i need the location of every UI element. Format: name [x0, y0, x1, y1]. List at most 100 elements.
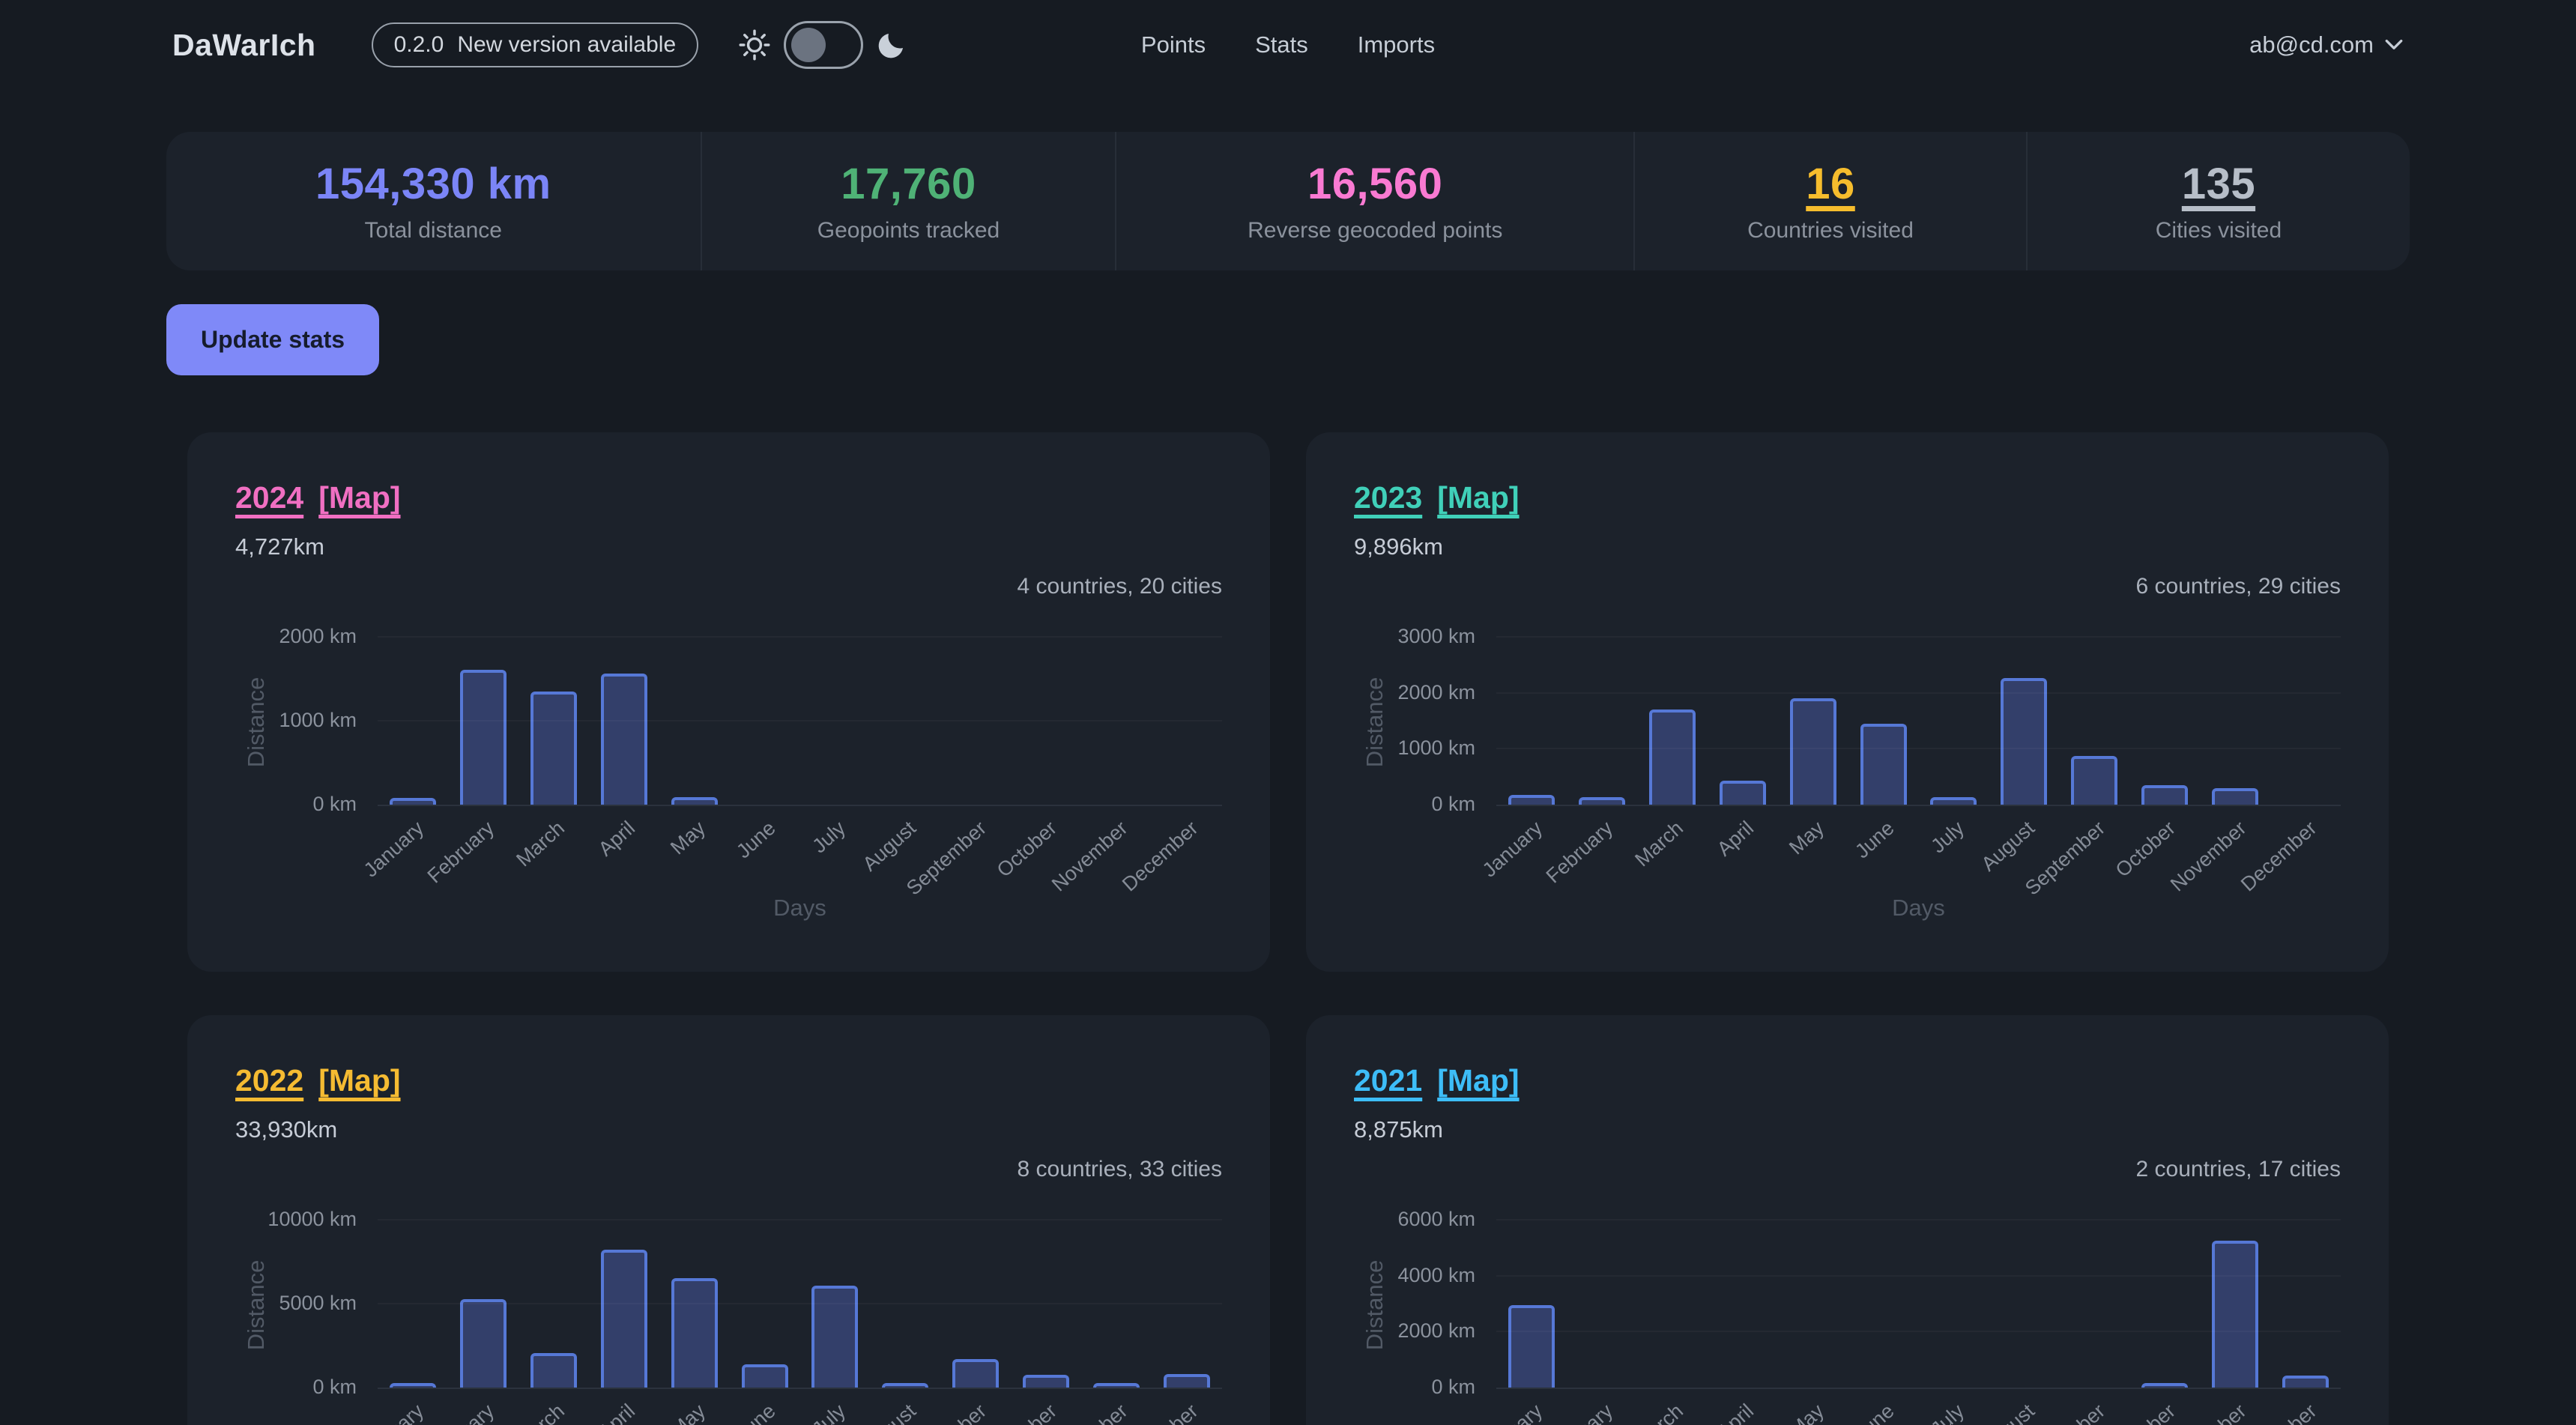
bar-slot — [1496, 1221, 1567, 1388]
bar-october — [2141, 785, 2189, 805]
stat-label: Cities visited — [2155, 218, 2282, 243]
bar-march — [530, 1353, 577, 1388]
y-tick-label: 2000 km — [1397, 1319, 1475, 1343]
bar-slot — [1778, 1221, 1848, 1388]
bar-slot — [1778, 638, 1848, 805]
version-badge[interactable]: 0.2.0 New version available — [371, 22, 699, 67]
x-tick: September — [902, 1389, 1011, 1425]
x-tick: March — [512, 1389, 589, 1425]
bar-slot — [2059, 638, 2129, 805]
x-tick: January — [360, 1389, 448, 1425]
bar-september — [952, 1359, 1000, 1388]
map-link-2024[interactable]: [Map] — [318, 480, 401, 515]
card-header: 2024 [Map] — [235, 480, 1222, 515]
y-tick-label: 6000 km — [1397, 1208, 1475, 1230]
map-link-2023[interactable]: [Map] — [1437, 480, 1520, 515]
x-tick: May — [659, 1389, 730, 1425]
bar-april — [600, 1250, 647, 1388]
bar-slot — [1989, 1221, 2059, 1388]
moon-icon — [878, 33, 904, 58]
map-link-2021[interactable]: [Map] — [1437, 1063, 1520, 1098]
year-card-2024: 2024 [Map] 4,727km 4 countries, 20 citie… — [187, 432, 1270, 972]
year-link-2023[interactable]: 2023 — [1354, 480, 1423, 515]
bar-slot — [1567, 1221, 1637, 1388]
x-tick: June — [730, 1389, 800, 1425]
update-stats-button[interactable]: Update stats — [166, 304, 380, 375]
x-tick: October — [993, 1389, 1081, 1425]
year-card-2022: 2022 [Map] 33,930km 8 countries, 33 citi… — [187, 1015, 1270, 1425]
x-tick-label: July — [1926, 817, 1969, 858]
year-link-2024[interactable]: 2024 — [235, 480, 304, 515]
y-tick-label: 3000 km — [1397, 625, 1475, 647]
year-distance: 4,727km — [235, 533, 324, 560]
x-tick: December — [2237, 806, 2341, 896]
year-card-2021: 2021 [Map] 8,875km 2 countries, 17 citie… — [1306, 1015, 2389, 1425]
x-tick: December — [1118, 806, 1222, 896]
bar-slot — [2200, 1221, 2270, 1388]
bar-slot — [448, 1221, 518, 1388]
stat-label: Total distance — [364, 218, 502, 243]
bar-slot — [1152, 1221, 1222, 1388]
plot — [1496, 638, 2341, 806]
year-cards-grid: 2024 [Map] 4,727km 4 countries, 20 citie… — [187, 432, 2389, 1425]
nav-item-stats[interactable]: Stats — [1255, 31, 1308, 58]
chart-plot-area: Distance 0 km 1000 km 2000 km 3000 km — [1354, 625, 2341, 815]
bar-slot — [1989, 638, 2059, 805]
y-tick-label: 5000 km — [279, 1292, 357, 1314]
x-tick: April — [1708, 1389, 1778, 1425]
y-axis: Distance 0 km 1000 km 2000 km — [235, 625, 378, 815]
stat-value: 154,330 km — [315, 160, 551, 208]
stat-geopoints-tracked: 17,760 Geopoints tracked — [700, 132, 1116, 270]
year-card-2023: 2023 [Map] 9,896km 6 countries, 29 citie… — [1306, 432, 2389, 972]
version-number: 0.2.0 — [393, 32, 444, 57]
x-tick: February — [1542, 806, 1637, 895]
user-menu[interactable]: ab@cd.com — [2249, 31, 2404, 58]
countries-visited-link[interactable]: 16 — [1806, 160, 1855, 208]
x-tick: May — [1778, 1389, 1848, 1425]
theme-toggle[interactable] — [784, 21, 864, 69]
x-tick: November — [2166, 1389, 2270, 1425]
bar-slot — [1637, 638, 1708, 805]
year-link-2021[interactable]: 2021 — [1354, 1063, 1423, 1098]
bar-slot — [940, 1221, 1011, 1388]
nav-item-imports[interactable]: Imports — [1357, 31, 1436, 58]
bar-slot — [870, 1221, 940, 1388]
x-axis-title: Days — [773, 895, 826, 921]
year-countries-cities: 6 countries, 29 cities — [2135, 574, 2341, 599]
x-tick: March — [1630, 806, 1708, 895]
gridline — [378, 720, 1222, 721]
y-tick-label: 0 km — [1431, 1376, 1475, 1398]
x-tick-label: January — [1478, 1400, 1547, 1425]
plot — [1496, 1221, 2341, 1389]
card-header: 2021 [Map] — [1354, 1063, 2341, 1098]
x-tick-label: March — [1630, 817, 1687, 871]
x-tick-label: January — [360, 1400, 429, 1425]
bar-february — [459, 670, 507, 805]
nav-item-points[interactable]: Points — [1140, 31, 1206, 58]
map-link-2022[interactable]: [Map] — [318, 1063, 401, 1098]
bar-september — [2071, 756, 2118, 805]
bar-slot — [1919, 1221, 1989, 1388]
y-tick-label: 0 km — [312, 793, 357, 815]
gridline — [1496, 692, 2341, 694]
year-countries-cities: 8 countries, 33 cities — [1017, 1157, 1222, 1182]
cities-visited-link[interactable]: 135 — [2181, 160, 2256, 208]
bar-slot — [870, 638, 940, 805]
y-axis-title: Distance — [243, 677, 269, 768]
x-tick: February — [423, 806, 518, 895]
bar-slot — [1081, 638, 1152, 805]
year-link-2022[interactable]: 2022 — [235, 1063, 304, 1098]
x-tick: March — [1630, 1389, 1708, 1425]
stats-summary-row: 154,330 km Total distance 17,760 Geopoin… — [166, 132, 2410, 270]
bar-january — [389, 798, 436, 805]
stat-label: Reverse geocoded points — [1248, 218, 1503, 243]
y-tick-label: 0 km — [312, 1376, 357, 1398]
bar-october — [1023, 1375, 1070, 1388]
x-tick-label: January — [1478, 817, 1547, 882]
x-tick-label: April — [1712, 817, 1758, 861]
chevron-down-icon — [2385, 39, 2403, 49]
bar-slot — [659, 1221, 730, 1388]
user-email: ab@cd.com — [2249, 31, 2374, 58]
y-axis-title: Distance — [243, 1259, 269, 1351]
